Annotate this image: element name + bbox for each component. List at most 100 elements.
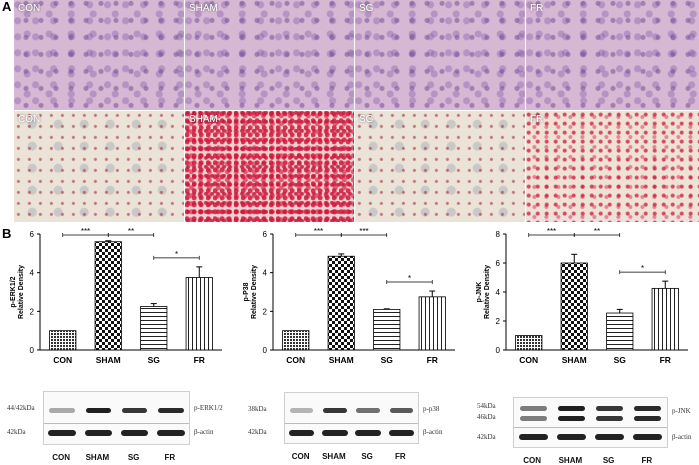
bar-sham	[560, 262, 588, 351]
y-tick-label: 0	[30, 346, 35, 355]
y-tick-label: 4	[30, 269, 35, 278]
bar-sg	[606, 312, 634, 351]
bar-fr	[651, 287, 679, 351]
micrograph-label: SG	[359, 3, 374, 14]
category-label: CON	[286, 355, 305, 365]
category-label: CON	[519, 355, 538, 365]
bar-con	[49, 330, 77, 351]
micrograph-he-fr: FR	[526, 0, 699, 110]
y-tick-label: 2	[30, 307, 35, 316]
lane-label: SHAM	[558, 456, 583, 465]
blot-image-2	[284, 392, 419, 444]
y-tick-label: 6	[496, 259, 501, 268]
y-axis-label: p-ERK1/2	[10, 276, 17, 307]
category-label: SHAM	[562, 355, 587, 365]
blot-protein-label: β-actin	[672, 433, 692, 442]
bar-fr	[418, 296, 446, 351]
lane-label: SG	[127, 453, 140, 462]
lane-label: SHAM	[322, 452, 346, 461]
y-tick-label: 4	[263, 269, 268, 278]
bar-sg	[140, 306, 168, 351]
erk-bar-chart: 0 2 4 6 p-ERK1/2 Relative Density CON SHAM SG FR *…	[10, 228, 222, 365]
category-label: FR	[427, 355, 438, 365]
y-tick-label: 6	[30, 230, 35, 239]
bar-fr	[185, 277, 213, 351]
y-axis-label: Relative Density	[251, 265, 258, 319]
bar-con	[282, 330, 310, 351]
panel-a-letter: A	[2, 0, 12, 14]
panel-b-letter: B	[2, 226, 12, 241]
lane-label: SG	[602, 456, 615, 465]
micrograph-oilred-fr: FR	[526, 111, 699, 222]
micrograph-he-con: CON	[14, 0, 184, 110]
lane-label: CON	[523, 456, 542, 465]
blot-size-label: 54kDa	[477, 401, 496, 410]
category-label: FR	[194, 355, 205, 365]
significance-label: ***	[359, 228, 368, 236]
blot-protein-label: p-ERK1/2	[194, 404, 223, 412]
y-axis-label: p-P38	[243, 282, 250, 301]
lane-label: FR	[641, 456, 653, 465]
y-tick-label: 2	[496, 317, 501, 326]
significance-label: *	[175, 250, 178, 259]
lane-label: SHAM	[85, 453, 110, 462]
micrograph-label: CON	[18, 114, 41, 125]
y-tick-label: 8	[496, 230, 501, 239]
lane-label: SG	[361, 452, 373, 461]
blot-size-label: 38kDa	[248, 404, 267, 413]
bar-sham	[94, 241, 122, 351]
blot-size-label: 46kDa	[477, 412, 496, 421]
y-tick-label: 0	[496, 346, 501, 355]
blot-protein-label: p-p38	[423, 404, 440, 413]
significance-label: **	[128, 228, 134, 236]
blot-size-label: 42kDa	[477, 433, 496, 442]
micrograph-he-sham: SHAM	[185, 0, 354, 110]
category-label: SHAM	[96, 355, 121, 365]
y-tick-label: 0	[263, 346, 268, 355]
y-axis-label: Relative Density	[484, 265, 491, 319]
category-label: SG	[614, 355, 627, 365]
category-label: SHAM	[329, 355, 354, 365]
category-label: SG	[148, 355, 161, 365]
y-axis-label: p-JNK	[476, 282, 483, 303]
bar-sg	[373, 309, 401, 351]
micrograph-label: FR	[530, 114, 544, 125]
blot-protein-label: p-JNK	[672, 406, 691, 415]
blot-protein-label: β-actin	[423, 428, 443, 436]
significance-label: ***	[314, 228, 323, 236]
significance-label: ***	[81, 228, 90, 236]
lane-label: FR	[164, 453, 176, 462]
lane-label: CON	[52, 453, 71, 462]
blot-size-label: 42kDa	[248, 428, 267, 436]
micrograph-label: SHAM	[189, 3, 218, 14]
category-label: CON	[53, 355, 72, 365]
y-tick-label: 6	[263, 230, 268, 239]
bar-con	[515, 335, 543, 351]
significance-label: *	[641, 264, 644, 273]
micrograph-he-sg: SG	[355, 0, 525, 110]
category-label: FR	[660, 355, 671, 365]
category-label: SG	[381, 355, 394, 365]
significance-label: ***	[547, 228, 556, 236]
y-axis-label: Relative Density	[18, 265, 25, 319]
lane-label: CON	[291, 452, 310, 461]
micrograph-oilred-con: CON	[14, 111, 184, 222]
blot-image-3	[513, 397, 668, 448]
micrograph-label: SG	[359, 114, 374, 125]
lane-label: FR	[395, 452, 406, 461]
blot-protein-label: β-actin	[194, 428, 214, 437]
significance-label: **	[594, 228, 600, 236]
micrograph-label: SHAM	[189, 114, 218, 125]
bar-sham	[327, 255, 355, 351]
micrograph-oilred-sg: SG	[355, 111, 525, 222]
significance-label: *	[408, 274, 411, 283]
blot-size-label: 42kDa	[7, 428, 26, 437]
micrograph-label: FR	[530, 3, 544, 14]
blot-image-1	[43, 391, 190, 445]
y-tick-label: 2	[263, 307, 268, 316]
y-tick-label: 4	[496, 288, 501, 297]
micrograph-label: CON	[18, 3, 41, 14]
micrograph-oilred-sham: SHAM	[185, 111, 354, 222]
